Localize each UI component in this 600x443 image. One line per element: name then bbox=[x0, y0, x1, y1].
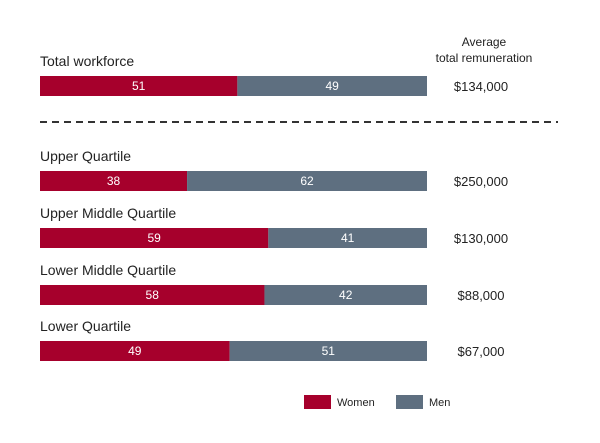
chart-rows: Total workforce 51 49 $134,000 Upper Quartil… bbox=[40, 53, 508, 361]
women-value-label: 49 bbox=[128, 344, 142, 358]
bar-segment-women bbox=[40, 76, 238, 96]
remuneration-value: $250,000 bbox=[454, 174, 508, 189]
remuneration-value: $88,000 bbox=[458, 288, 505, 303]
men-value-label: 51 bbox=[322, 344, 336, 358]
category-label: Lower Quartile bbox=[40, 318, 131, 334]
legend-label-men: Men bbox=[429, 397, 450, 409]
women-value-label: 58 bbox=[146, 288, 160, 302]
women-value-label: 38 bbox=[107, 174, 121, 188]
chart-row: Lower Quartile 49 51 $67,000 bbox=[40, 318, 505, 361]
bar-segment-men bbox=[237, 76, 427, 96]
category-label: Lower Middle Quartile bbox=[40, 262, 176, 278]
bar-segment-men bbox=[268, 228, 427, 248]
chart-row: Lower Middle Quartile 58 42 $88,000 bbox=[40, 262, 505, 305]
remuneration-value: $134,000 bbox=[454, 79, 508, 94]
bar-segment-men bbox=[229, 341, 427, 361]
women-value-label: 51 bbox=[132, 79, 146, 93]
remuneration-value: $130,000 bbox=[454, 231, 508, 246]
bar-segment-women bbox=[40, 285, 265, 305]
bar-segment-men bbox=[187, 171, 427, 191]
bar-segment-women bbox=[40, 341, 230, 361]
legend-label-women: Women bbox=[337, 397, 375, 409]
chart-row: Upper Quartile 38 62 $250,000 bbox=[40, 148, 508, 191]
legend-swatch-women bbox=[304, 395, 331, 409]
men-value-label: 41 bbox=[341, 231, 355, 245]
category-label: Upper Quartile bbox=[40, 148, 131, 164]
bar-segment-men bbox=[264, 285, 427, 305]
men-value-label: 49 bbox=[326, 79, 340, 93]
legend-swatch-men bbox=[396, 395, 423, 409]
category-label: Upper Middle Quartile bbox=[40, 205, 176, 221]
bar-segment-women bbox=[40, 171, 188, 191]
legend: Women Men bbox=[304, 395, 450, 409]
bar-segment-women bbox=[40, 228, 269, 248]
men-value-label: 42 bbox=[339, 288, 353, 302]
men-value-label: 62 bbox=[300, 174, 314, 188]
category-label: Total workforce bbox=[40, 53, 134, 69]
avg-remuneration-header-line1: Average bbox=[462, 35, 507, 49]
women-value-label: 59 bbox=[147, 231, 161, 245]
chart-row: Upper Middle Quartile 59 41 $130,000 bbox=[40, 205, 508, 248]
chart-row: Total workforce 51 49 $134,000 bbox=[40, 53, 508, 96]
avg-remuneration-header-line2: total remuneration bbox=[436, 51, 533, 65]
remuneration-value: $67,000 bbox=[458, 344, 505, 359]
